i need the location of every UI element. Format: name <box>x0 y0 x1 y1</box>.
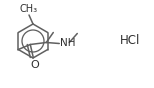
Text: O: O <box>30 61 39 70</box>
Text: CH₃: CH₃ <box>20 4 38 13</box>
Text: NH: NH <box>60 39 76 48</box>
Text: HCl: HCl <box>120 34 140 48</box>
